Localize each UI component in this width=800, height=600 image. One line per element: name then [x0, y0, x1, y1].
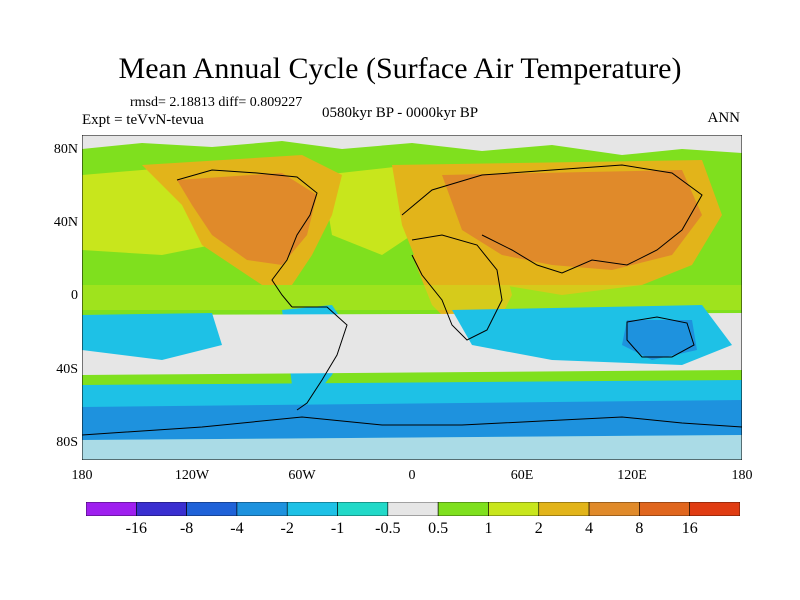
south-pacific-cool	[82, 313, 222, 360]
colorbar-label: 4	[585, 520, 594, 537]
colorbar-swatch	[136, 502, 187, 516]
season-text: ANN	[707, 110, 741, 126]
colorbar-label: 2	[534, 520, 543, 537]
colorbar-swatch	[286, 502, 338, 516]
australia-cold	[622, 320, 697, 360]
colorbar-label: -2	[280, 520, 294, 537]
colorbar-swatch	[86, 502, 137, 516]
colorbar-swatch	[538, 502, 590, 516]
colorbar-swatch	[639, 502, 690, 516]
stats-text: rmsd= 2.18813 diff= 0.809227	[130, 95, 303, 110]
colorbar-label: -16	[125, 520, 147, 537]
lon-label-0: 0	[408, 468, 416, 483]
colorbar-label: -4	[230, 520, 244, 537]
colorbar-label: -0.5	[375, 520, 401, 537]
lon-label-60w: 60W	[288, 468, 316, 483]
colorbar-label: -8	[179, 520, 194, 537]
colorbar-swatch	[588, 502, 640, 516]
arctic-neutral-region	[82, 135, 742, 155]
colorbar-label: -1	[330, 520, 345, 537]
period-text: 0580kyr BP - 0000kyr BP	[322, 105, 479, 121]
colorbar-swatch	[186, 502, 238, 516]
lon-label-180w: 180	[71, 468, 93, 483]
coast-south-america	[292, 306, 348, 411]
lat-label-80s: 80S	[56, 435, 78, 450]
colorbar-label: 1	[484, 520, 493, 537]
colorbar-label: 0.5	[428, 520, 449, 537]
southern-ocean-cold	[82, 400, 742, 440]
colorbar-swatch	[236, 502, 288, 516]
coast-eurasia	[401, 164, 703, 274]
coast-australia	[626, 316, 695, 358]
lon-label-120w: 120W	[174, 468, 210, 483]
colorbar-label: 16	[681, 520, 698, 537]
coast-north-america	[176, 169, 318, 308]
eurasia-hot	[442, 170, 702, 270]
colorbar-swatch	[488, 502, 540, 516]
lat-label-80n: 80N	[53, 142, 78, 157]
coast-antarctica	[82, 416, 742, 436]
antarctic-neutral	[82, 435, 742, 460]
north-america-hot	[177, 173, 317, 265]
lon-label-60e: 60E	[510, 468, 534, 483]
colorbar-swatch	[689, 502, 740, 516]
lon-label-180e: 180	[731, 468, 753, 483]
lon-label-120e: 120E	[617, 468, 647, 483]
lat-label-0: 0	[71, 288, 78, 303]
lat-label-40n: 40N	[53, 215, 78, 230]
lat-label-40s: 40S	[56, 362, 78, 377]
colorbar-swatch	[437, 502, 489, 516]
colorbar-swatch	[387, 502, 439, 516]
colorbar	[86, 502, 740, 516]
temperature-anomaly-map	[82, 135, 742, 460]
experiment-text: Expt = teVvN-tevua	[82, 112, 204, 128]
coast-africa	[411, 234, 503, 341]
plot-title: Mean Annual Cycle (Surface Air Temperatu…	[118, 52, 682, 85]
colorbar-swatch	[337, 502, 389, 516]
tropics-yellow-green	[82, 285, 742, 310]
colorbar-label: 8	[635, 520, 644, 537]
